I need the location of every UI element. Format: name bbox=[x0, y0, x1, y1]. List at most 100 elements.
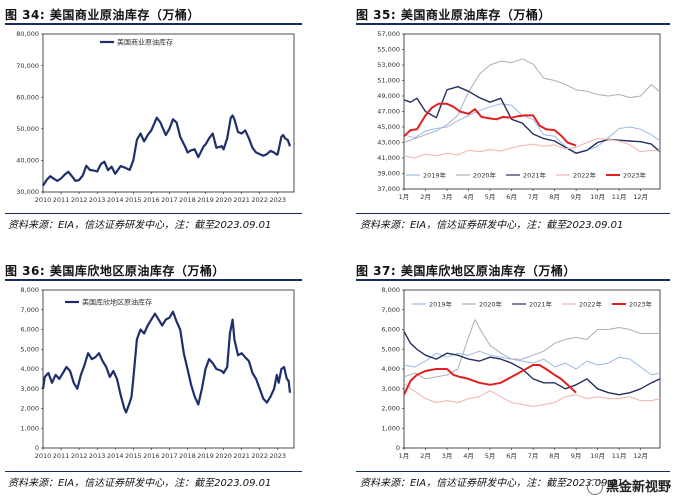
y-tick-label: 53,000 bbox=[377, 61, 400, 69]
x-tick-label: 9月 bbox=[571, 193, 582, 201]
y-tick-label: 51,000 bbox=[377, 77, 400, 85]
y-tick-label: 49,000 bbox=[377, 92, 400, 100]
x-tick-label: 12月 bbox=[633, 452, 648, 460]
divider bbox=[356, 471, 670, 472]
x-tick-label: 2015 bbox=[125, 196, 142, 204]
x-tick-label: 2021 bbox=[233, 196, 250, 204]
series-line bbox=[403, 382, 661, 407]
y-tick-label: 0 bbox=[35, 444, 39, 452]
x-tick-label: 11月 bbox=[612, 452, 627, 460]
x-tick-label: 2012 bbox=[71, 452, 88, 460]
x-tick-label: 2022 bbox=[251, 196, 268, 204]
x-tick-label: 6月 bbox=[506, 452, 517, 460]
chart-cushing-history: 0 1,000 2,000 3,000 4,000 5,000 6,000 7,000 8,00… bbox=[20, 286, 295, 460]
series-line bbox=[403, 364, 577, 396]
y-tick-label: 40,000 bbox=[16, 157, 39, 165]
x-tick-label: 3月 bbox=[442, 193, 453, 201]
x-tick-label: 2011 bbox=[53, 452, 70, 460]
divider bbox=[5, 213, 302, 214]
x-tick-label: 2020 bbox=[215, 196, 232, 204]
y-tick-label: 60,000 bbox=[16, 93, 39, 101]
y-tick-label: 45,000 bbox=[377, 123, 400, 131]
x-tick-label: 2014 bbox=[107, 196, 124, 204]
y-tick-label: 6,000 bbox=[381, 326, 400, 334]
plot-area bbox=[403, 33, 661, 190]
x-tick-label: 2011 bbox=[53, 196, 70, 204]
divider bbox=[356, 23, 670, 25]
x-tick-label: 4月 bbox=[463, 193, 474, 201]
plot-area bbox=[42, 33, 295, 193]
watermark: 黑金新视野 bbox=[586, 476, 671, 495]
chart-commercial-seasonal: 37,000 39,000 41,000 43,000 45,000 47,000 49,0… bbox=[377, 30, 661, 201]
y-tick-label: 5,000 bbox=[20, 345, 39, 353]
x-tick-label: 2010 bbox=[35, 452, 52, 460]
x-tick-label: 2019 bbox=[197, 196, 214, 204]
series-line bbox=[403, 331, 661, 396]
x-tick-label: 2018 bbox=[179, 452, 196, 460]
y-tick-label: 43,000 bbox=[377, 139, 400, 147]
x-tick-label: 5月 bbox=[485, 193, 496, 201]
divider bbox=[356, 279, 670, 281]
x-tick-label: 2016 bbox=[143, 196, 160, 204]
x-tick-label: 2013 bbox=[89, 196, 106, 204]
series-line bbox=[403, 103, 661, 154]
y-tick-label: 2,000 bbox=[381, 405, 400, 413]
x-tick-label: 4月 bbox=[463, 452, 474, 460]
source-note: 资料来源：EIA，信达证券研发中心，注：截至2023.09.01 bbox=[360, 478, 624, 489]
x-tick-label: 10月 bbox=[590, 193, 605, 201]
x-tick-label: 2014 bbox=[107, 452, 124, 460]
x-tick-label: 12月 bbox=[633, 193, 648, 201]
legend-label: 2021年 bbox=[523, 171, 547, 180]
x-tick-label: 1月 bbox=[399, 452, 410, 460]
legend-label: 2019年 bbox=[423, 171, 447, 180]
divider bbox=[5, 471, 302, 472]
x-tick-label: 2019 bbox=[197, 452, 214, 460]
chart-commercial-history: 30,000 40,000 50,000 60,000 70,000 80,000 2010… bbox=[16, 30, 295, 204]
y-tick-label: 6,000 bbox=[20, 326, 39, 334]
series-line bbox=[403, 350, 661, 376]
x-tick-label: 6月 bbox=[506, 193, 517, 201]
x-tick-label: 2月 bbox=[420, 193, 431, 201]
series-line bbox=[41, 310, 292, 414]
legend-label: 美国商业原油库存 bbox=[117, 38, 173, 47]
y-tick-label: 8,000 bbox=[20, 286, 39, 294]
y-tick-label: 30,000 bbox=[16, 188, 39, 196]
x-tick-label: 9月 bbox=[571, 452, 582, 460]
chart-title: 图 37: 美国库欣地区原油库存（万桶） bbox=[356, 264, 576, 278]
x-tick-label: 1月 bbox=[399, 193, 410, 201]
y-tick-label: 57,000 bbox=[377, 30, 400, 38]
x-tick-label: 2017 bbox=[161, 196, 178, 204]
wechat-icon bbox=[586, 479, 603, 495]
y-tick-label: 4,000 bbox=[20, 365, 39, 373]
x-tick-label: 3月 bbox=[442, 452, 453, 460]
y-tick-label: 3,000 bbox=[20, 385, 39, 393]
y-tick-label: 2,000 bbox=[20, 405, 39, 413]
y-tick-label: 8,000 bbox=[381, 286, 400, 294]
series-line bbox=[403, 102, 577, 147]
source-note: 资料来源：EIA，信达证券研发中心，注：截至2023.09.01 bbox=[360, 220, 624, 231]
x-tick-label: 2016 bbox=[143, 452, 160, 460]
x-tick-label: 8月 bbox=[549, 193, 560, 201]
y-tick-label: 37,000 bbox=[377, 185, 400, 193]
legend-label: 美国库欣地区原油库存 bbox=[82, 298, 152, 307]
divider bbox=[5, 279, 302, 281]
x-tick-label: 2010 bbox=[35, 196, 52, 204]
y-tick-label: 55,000 bbox=[377, 46, 400, 54]
x-tick-label: 5月 bbox=[485, 452, 496, 460]
series-line bbox=[403, 138, 661, 159]
x-tick-label: 7月 bbox=[528, 193, 539, 201]
series-line bbox=[403, 319, 660, 380]
plot-area bbox=[42, 289, 295, 449]
x-tick-label: 2013 bbox=[89, 452, 106, 460]
chart-title: 图 36: 美国库欣地区原油库存（万桶） bbox=[5, 264, 225, 278]
y-tick-label: 80,000 bbox=[16, 30, 39, 38]
x-tick-label: 10月 bbox=[590, 452, 605, 460]
y-tick-label: 7,000 bbox=[381, 306, 400, 314]
x-tick-label: 7月 bbox=[528, 452, 539, 460]
y-tick-label: 1,000 bbox=[20, 424, 39, 432]
x-tick-label: 8月 bbox=[549, 452, 560, 460]
chart-cushing-seasonal: 0 1,000 2,000 3,000 4,000 5,000 6,000 7,000 8,00… bbox=[381, 286, 661, 460]
y-tick-label: 4,000 bbox=[381, 365, 400, 373]
y-tick-label: 41,000 bbox=[377, 154, 400, 162]
x-tick-label: 2015 bbox=[125, 452, 142, 460]
